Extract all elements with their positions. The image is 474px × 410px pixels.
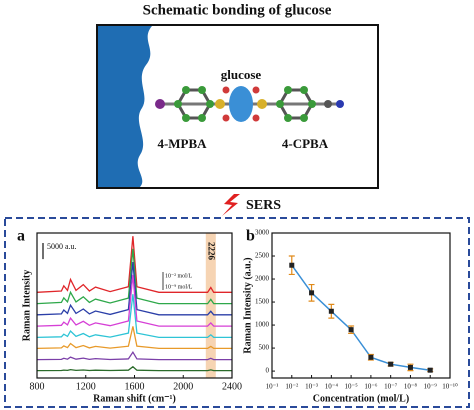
atom (155, 99, 165, 109)
data-point (388, 361, 394, 367)
schematic-title: Schematic bonding of glucose (143, 2, 332, 18)
data-point (348, 327, 354, 333)
sers-label: SERS (246, 198, 281, 213)
y-tick-label: 3000 (255, 229, 270, 237)
mpba-label: 4-MPBA (157, 136, 207, 151)
x-tick-label: 10⁻⁶ (364, 383, 378, 391)
x-axis-label: Raman shift (cm⁻¹) (93, 393, 176, 404)
data-point (309, 290, 315, 296)
spectrum (36, 350, 232, 361)
oxygen-atoms (222, 86, 260, 122)
x-tick-label: 10⁻⁴ (325, 383, 339, 391)
y-tick-label: 0 (266, 367, 270, 375)
boron-atoms (215, 99, 267, 109)
x-tick-label: 10⁻⁷ (384, 383, 398, 391)
x-tick-label: 10⁻¹ (266, 383, 279, 391)
x-tick-label: 2400 (222, 381, 242, 392)
spectrum (36, 248, 232, 305)
atom (324, 100, 332, 108)
x-tick-label: 800 (30, 381, 45, 392)
scale-bar-label: 5000 a.u. (47, 242, 77, 251)
x-tick-label: 10⁻¹⁰ (442, 383, 458, 391)
surface (98, 26, 152, 187)
x-tick-label: 1600 (125, 381, 145, 392)
highlight-band (205, 233, 216, 378)
panel-frame (4, 217, 470, 408)
panel-label: b (246, 228, 255, 245)
y-tick-label: 500 (259, 344, 270, 352)
fit-line (291, 264, 431, 371)
axes-frame (271, 232, 451, 379)
x-tick-label: 10⁻² (285, 383, 298, 391)
highlight-label: 2226 (207, 242, 217, 261)
spectrum (36, 261, 232, 316)
x-tick-label: 10⁻³ (305, 383, 318, 391)
glucose (229, 86, 253, 122)
x-tick-label: 1200 (76, 381, 96, 392)
x-axis-label: Concentration (mol/L) (313, 393, 409, 404)
spectrum (36, 236, 232, 293)
x-tick-label: 10⁻⁵ (345, 383, 359, 391)
ring-atoms (174, 86, 214, 122)
atom (336, 100, 344, 108)
ring-atoms (276, 86, 316, 122)
data-point (368, 354, 374, 360)
sers-arrow (222, 194, 240, 216)
data-point (328, 308, 334, 314)
data-point (289, 262, 295, 268)
conc-low: 10⁻⁹ mol/L (165, 284, 193, 290)
spectrum (36, 365, 232, 372)
x-tick-label: 10⁻⁹ (424, 383, 438, 391)
panel-label: a (17, 228, 25, 245)
y-tick-label: 2000 (255, 275, 270, 283)
data-point (427, 367, 433, 373)
plots: a 2226 5000 a.u. 10⁻² mol/L 10⁻⁹ mol/L 800 120… (17, 228, 458, 405)
conc-high: 10⁻² mol/L (165, 273, 192, 279)
y-tick-label: 1500 (255, 298, 270, 306)
y-tick-label: 1000 (255, 321, 270, 329)
y-axis-label: Raman Intensity (21, 270, 32, 341)
glucose-label: glucose (221, 67, 262, 82)
spectrum (36, 294, 232, 339)
spectrum (36, 274, 232, 327)
x-tick-label: 2000 (173, 381, 193, 392)
data-point (407, 364, 413, 370)
spectrum (36, 326, 232, 350)
x-tick-label: 10⁻⁸ (404, 383, 418, 391)
y-tick-label: 2500 (255, 252, 270, 260)
cpba-label: 4-CPBA (282, 136, 329, 151)
y-axis-label: Raman Intensity (a.u.) (242, 257, 253, 353)
